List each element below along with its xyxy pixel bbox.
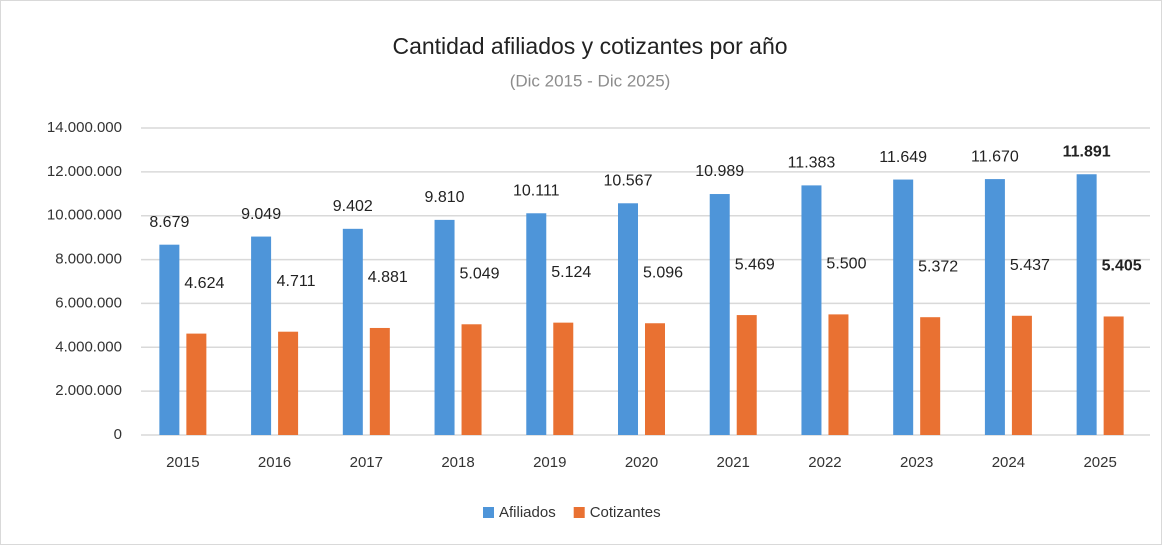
bar: [369, 327, 390, 435]
bar: [553, 322, 574, 435]
data-label: 9.402: [333, 198, 373, 215]
bar: [251, 236, 272, 435]
data-label: 5.049: [460, 266, 500, 283]
data-label: 11.649: [879, 149, 927, 166]
bar: [920, 317, 941, 435]
bar: [893, 179, 914, 435]
bar: [984, 179, 1005, 435]
chart-subtitle: (Dic 2015 - Dic 2025): [510, 71, 671, 90]
x-tick-label: 2025: [1083, 454, 1116, 471]
bar: [186, 333, 207, 435]
chart-title: Cantidad afiliados y cotizantes por año: [392, 33, 787, 59]
data-label: 9.049: [241, 206, 281, 223]
bar: [709, 194, 730, 435]
y-tick-label: 12.000.000: [47, 163, 122, 180]
bar: [801, 185, 822, 435]
data-label: 4.711: [277, 273, 316, 290]
bar: [618, 203, 638, 435]
x-tick-label: 2018: [441, 454, 474, 471]
x-tick-label: 2016: [258, 454, 291, 471]
y-tick-label: 10.000.000: [47, 207, 122, 224]
legend-swatch: [573, 507, 585, 518]
data-label: 11.670: [971, 148, 1019, 165]
data-label: 9.810: [425, 189, 465, 206]
bar: [278, 331, 299, 435]
y-tick-label: 6.000.000: [55, 294, 122, 311]
data-label: 5.469: [735, 256, 775, 273]
bar: [342, 228, 363, 435]
x-tick-label: 2024: [992, 454, 1025, 471]
y-tick-label: 14.000.000: [47, 119, 122, 136]
bar: [1103, 316, 1124, 435]
x-tick-label: 2021: [717, 454, 750, 471]
y-tick-label: 8.000.000: [55, 251, 122, 268]
data-label: 10.989: [695, 163, 744, 180]
x-tick-label: 2015: [166, 454, 199, 471]
x-tick-label: 2019: [533, 454, 566, 471]
bar: [461, 324, 482, 435]
data-label: 5.372: [918, 258, 958, 275]
bar: [159, 244, 180, 435]
legend-label: Cotizantes: [590, 504, 661, 521]
x-tick-label: 2022: [808, 454, 841, 471]
data-label: 11.383: [788, 155, 836, 172]
data-label: 5.096: [643, 264, 683, 281]
bar: [828, 314, 849, 435]
bar: [1076, 174, 1097, 435]
x-tick-label: 2023: [900, 454, 933, 471]
bar: [1011, 315, 1032, 435]
data-label: 5.437: [1010, 257, 1050, 274]
bar: [526, 213, 547, 435]
y-tick-label: 0: [114, 426, 122, 443]
data-label: 4.624: [184, 275, 224, 292]
legend-label: Afiliados: [499, 504, 556, 521]
data-label: 11.891: [1063, 143, 1111, 160]
data-label: 5.124: [551, 264, 591, 281]
data-label: 5.405: [1102, 258, 1142, 275]
data-label: 5.500: [826, 256, 866, 273]
x-tick-label: 2020: [625, 454, 658, 471]
data-label: 10.567: [604, 172, 653, 189]
bar: [645, 323, 665, 435]
y-tick-label: 2.000.000: [55, 382, 122, 399]
x-tick-label: 2017: [350, 454, 383, 471]
y-tick-label: 4.000.000: [55, 338, 122, 355]
data-label: 8.679: [149, 214, 189, 231]
bar: [434, 219, 455, 435]
legend-swatch: [483, 507, 494, 518]
data-label: 10.111: [513, 182, 560, 199]
bar: [736, 315, 757, 435]
data-label: 4.881: [368, 269, 408, 286]
